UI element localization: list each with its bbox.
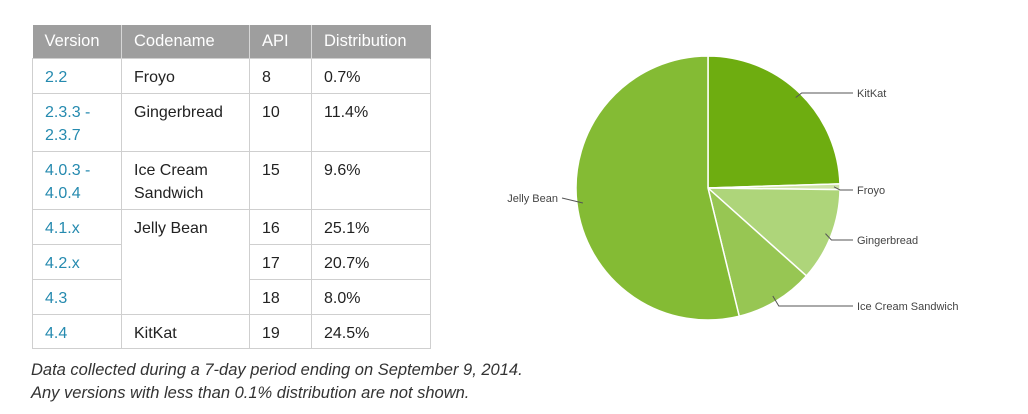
pie-label: Gingerbread: [857, 235, 918, 247]
distribution-table: Version Codename API Distribution 2.2 Fr…: [32, 25, 431, 349]
pie-label: KitKat: [857, 88, 886, 100]
api-cell: 19: [249, 314, 312, 349]
version-cell[interactable]: 4.0.3 - 4.0.4: [32, 151, 122, 210]
version-cell[interactable]: 2.2: [32, 58, 122, 94]
distribution-cell: 11.4%: [311, 93, 431, 152]
distribution-cell: 20.7%: [311, 244, 431, 280]
codename-cell: KitKat: [121, 314, 250, 349]
pie-slices: [575, 55, 841, 321]
footnote: Data collected during a 7-day period end…: [31, 359, 523, 405]
pie-slice-gingerbread: [706, 187, 841, 277]
distribution-cell: 24.5%: [311, 314, 431, 349]
header-distribution: Distribution: [311, 25, 431, 59]
footnote-line-1: Data collected during a 7-day period end…: [31, 361, 523, 379]
header-codename: Codename: [121, 25, 250, 59]
distribution-cell: 25.1%: [311, 209, 431, 245]
version-cell[interactable]: 2.3.3 - 2.3.7: [32, 93, 122, 152]
pie-label: Jelly Bean: [507, 193, 558, 205]
footnote-line-2: Any versions with less than 0.1% distrib…: [31, 384, 470, 402]
pie-slice-jelly-bean: [575, 55, 741, 321]
pie-label: Ice Cream Sandwich: [857, 301, 959, 313]
api-cell: 18: [249, 279, 312, 315]
codename-cell: Gingerbread: [121, 93, 250, 152]
distribution-cell: 9.6%: [311, 151, 431, 210]
pie-labels: KitKat Froyo Gingerbread Ice Cream Sandwich…: [507, 88, 958, 313]
pie-label: Froyo: [857, 185, 885, 197]
distribution-cell: 8.0%: [311, 279, 431, 315]
api-cell: 10: [249, 93, 312, 152]
table-row: 2.3.3 - 2.3.7 Gingerbread 10 11.4%: [32, 93, 431, 152]
table-row: 4.1.x Jelly Bean 16 25.1%: [32, 209, 431, 315]
codename-cell: Ice Cream Sandwich: [121, 151, 250, 210]
table-row: 4.0.3 - 4.0.4 Ice Cream Sandwich 15 9.6%: [32, 151, 431, 210]
version-cell[interactable]: 4.4: [32, 314, 122, 349]
leader-line: [561, 197, 584, 204]
table-row: 4.3 18 8.0%: [32, 279, 431, 315]
codename-cell: Jelly Bean: [121, 209, 250, 315]
table-header-row: Version Codename API Distribution: [32, 25, 431, 59]
header-api: API: [249, 25, 312, 59]
header-version: Version: [32, 25, 122, 59]
table-row: 4.4 KitKat 19 24.5%: [32, 314, 431, 349]
leader-line: [795, 92, 853, 98]
leader-line: [833, 186, 853, 191]
leader-line: [825, 233, 853, 241]
leader-line: [772, 295, 853, 307]
pie-slice-kitkat: [707, 55, 841, 189]
api-cell: 15: [249, 151, 312, 210]
